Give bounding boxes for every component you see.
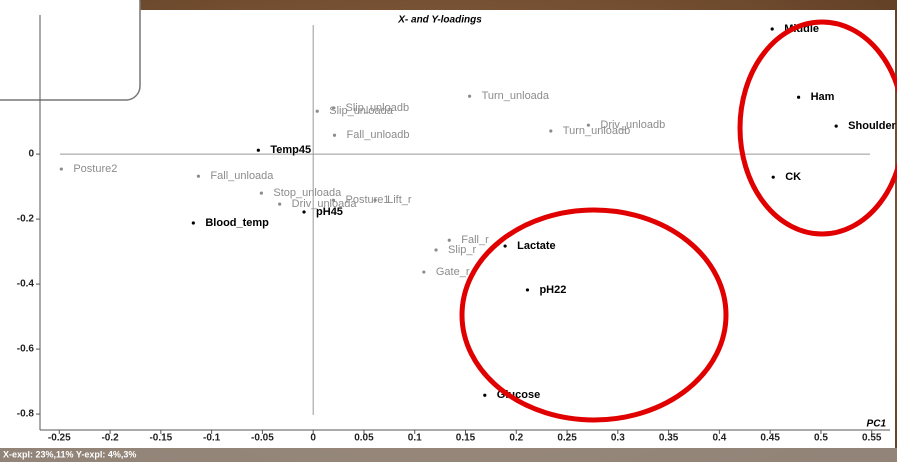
point-label: Blood_temp [205,217,269,229]
point [835,125,838,128]
overlay-box [0,0,140,100]
x-tick-label: 0.55 [862,433,882,444]
point [797,96,800,99]
point [302,210,305,213]
point [374,199,377,202]
page: X- and Y-loadings PC1 X-expl: 23%,11% Y-… [0,0,897,462]
point-label: Shoulder [848,120,896,132]
point [197,175,200,178]
point [504,244,507,247]
point-label: Slip_unloada [329,105,393,117]
x-tick-label: 0.3 [611,433,625,444]
point [422,270,425,273]
x-tick-label: 0 [310,433,316,444]
point [257,149,260,152]
y-tick-label: -0.8 [17,409,35,420]
point-label: Fall_unloadb [347,129,410,141]
point [192,221,195,224]
point [526,288,529,291]
point [332,199,335,202]
point [483,394,486,397]
point [333,134,336,137]
point-label: CK [785,171,801,183]
footer: X-expl: 23%,11% Y-expl: 4%,3% [3,449,136,459]
point-label: Turn_unloadb [563,125,630,137]
point-label: Gate_r [436,266,470,278]
point-label: pH22 [539,284,566,296]
chart: X- and Y-loadings PC1 X-expl: 23%,11% Y-… [0,0,897,462]
y-tick-label: -0.4 [17,279,35,290]
y-tick-label: 0 [28,149,34,160]
x-tick-label: -0.1 [203,433,221,444]
x-tick-label: 0.4 [712,433,726,444]
point [260,191,263,194]
x-tick-label: 0.1 [408,433,422,444]
point [771,27,774,30]
point-label: Lactate [517,240,556,252]
x-tick-label: 0.25 [557,433,577,444]
x-tick-label: -0.05 [251,433,274,444]
x-tick-label: 0.5 [814,433,828,444]
point-label: Lift_r [387,194,412,206]
point [448,239,451,242]
x-tick-label: 0.05 [354,433,374,444]
x-tick-label: 0.35 [659,433,679,444]
x-tick-label: -0.25 [48,433,71,444]
x-tick-label: 0.15 [456,433,476,444]
point-label: Posture2 [73,163,117,175]
point-label: Posture1 [345,194,389,206]
x-tick-label: -0.2 [101,433,119,444]
y-tick-label: -0.6 [17,344,35,355]
x-tick-label: 0.2 [509,433,523,444]
y-tick-label: -0.2 [17,214,35,225]
point-label: Ham [811,91,835,103]
point [278,203,281,206]
point [468,95,471,98]
point [772,176,775,179]
x-tick-label: 0.45 [760,433,780,444]
point-label: Temp45 [270,144,311,156]
point [549,129,552,132]
point [60,167,63,170]
point [316,110,319,113]
point-label: Slip_r [448,244,476,256]
chart-title: X- and Y-loadings [397,15,482,26]
x-tick-label: -0.15 [149,433,172,444]
point [434,248,437,251]
point-label: Turn_unloada [482,90,550,102]
x-axis-label: PC1 [867,419,887,430]
point-label: Fall_unloada [210,170,274,182]
